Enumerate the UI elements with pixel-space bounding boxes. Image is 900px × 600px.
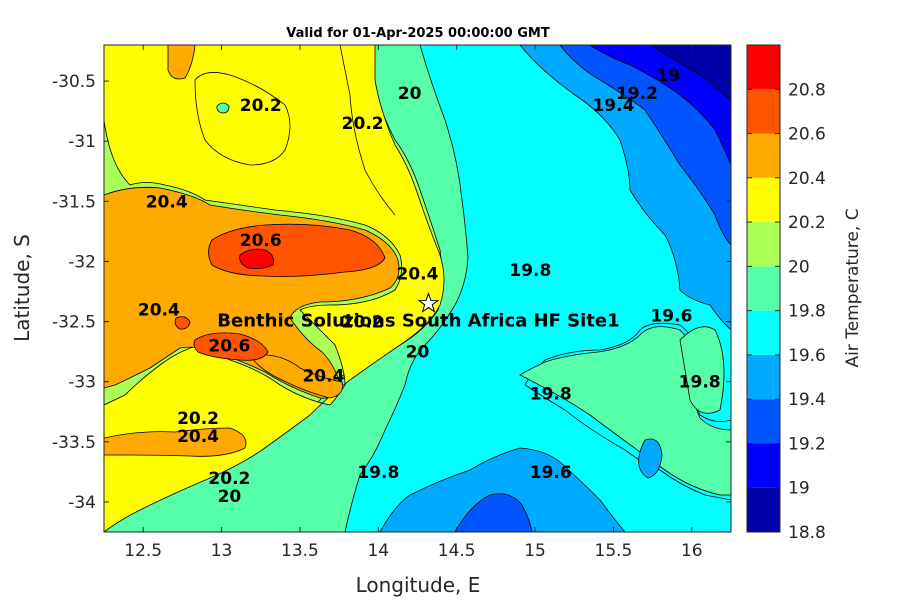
band-20.6-south	[193, 332, 269, 361]
colorbar-swatch	[747, 222, 780, 267]
band-19.0	[589, 45, 731, 166]
colorbar-ticks: 18.8 19 19.2 19.4 19.6 19.8 20 20.2 20.4 20.6 20.8	[747, 80, 826, 543]
contour-label: 19.6	[650, 307, 692, 327]
colorbar-frame	[746, 44, 781, 533]
colorbar-swatch	[747, 45, 780, 90]
band-20.8	[239, 248, 275, 269]
colorbar-swatch	[747, 133, 780, 178]
x-axis: 12.5 13 13.5 14 14.5 15 15.5 16	[124, 45, 703, 561]
colorbar-swatch	[747, 399, 780, 444]
colorbar-tick-label: 19.6	[788, 346, 826, 366]
contour-label: 20.2	[342, 313, 384, 333]
colorbar-swatch	[747, 310, 780, 355]
contour-label: 20.2	[240, 96, 282, 116]
y-tick-label: -31.5	[52, 192, 96, 212]
plot-frame	[103, 44, 732, 533]
contour-label: 19.6	[530, 463, 572, 483]
colorbar-tick-label: 19.8	[788, 302, 826, 322]
colorbar-swatch	[747, 177, 780, 223]
island-20.0-north	[216, 102, 230, 114]
contour-label: 19.8	[509, 261, 551, 281]
contour-label: 19.2	[616, 84, 658, 104]
x-tick-label: 13	[211, 541, 233, 561]
colorbar-tick-label: 20.8	[788, 80, 826, 100]
x-tick-label: 14.5	[438, 541, 476, 561]
y-tick-label: -32.5	[52, 313, 96, 333]
contour-label: 20	[406, 343, 430, 363]
contour-label: 20.6	[208, 337, 250, 357]
contour-label: 19.8	[357, 463, 399, 483]
chart-title: Valid for 01-Apr-2025 00:00:00 GMT	[286, 26, 550, 41]
colorbar-label: Air Temperature, C	[843, 208, 863, 367]
colorbar-swatch	[747, 89, 780, 134]
site-marker: Benthic Solutions South Africa HF Site1	[217, 292, 620, 332]
contour-label: 20.4	[397, 264, 439, 284]
band-20.2	[104, 45, 445, 532]
x-axis-label: Longitude, E	[356, 573, 481, 597]
contour-label: 20.2	[177, 409, 219, 429]
y-tick-label: -30.5	[52, 72, 96, 92]
contour-label: 19.4	[592, 96, 634, 116]
contour-label: 20.4	[146, 192, 188, 212]
colorbar-swatch	[747, 266, 780, 311]
band-19.2-south	[454, 493, 533, 532]
y-axis: -30.5 -31 -31.5 -32 -32.5 -33 -33.5 -34	[52, 72, 731, 513]
colorbar-tick-label: 20.4	[788, 169, 826, 189]
contour-label: 20	[398, 84, 422, 104]
island-20.4-southeast	[249, 354, 343, 399]
contour-20.2-north	[194, 72, 291, 166]
colorbar-swatch	[747, 487, 780, 532]
contour-label: 20.2	[342, 114, 384, 134]
island-19.8-east	[679, 326, 725, 414]
colorbar-tick-label: 18.8	[788, 523, 826, 543]
x-tick-label: 13.5	[281, 541, 319, 561]
colorbar-tick-label: 19.4	[788, 390, 826, 410]
x-tick-label: 15	[524, 541, 546, 561]
contour-label: 20.4	[177, 427, 219, 447]
colorbar-tick-label: 20.2	[788, 213, 826, 233]
x-tick-label: 14	[367, 541, 389, 561]
band-19.4-south	[379, 447, 626, 532]
contour-label: 20.2	[208, 469, 250, 489]
contour-20.0-mid	[339, 45, 396, 216]
contour-label: 20.4	[138, 301, 180, 321]
island-20.4-south	[104, 427, 247, 457]
plot-area	[104, 45, 731, 532]
x-tick-label: 15.5	[595, 541, 633, 561]
x-tick-label: 16	[681, 541, 703, 561]
island-20.4-west	[174, 316, 191, 330]
contour-label: 20.6	[240, 231, 282, 251]
colorbar-swatch	[747, 354, 780, 400]
x-tick-label: 12.5	[124, 541, 162, 561]
y-tick-label: -31	[68, 132, 96, 152]
y-tick-label: -32	[68, 252, 96, 272]
contour-label: 19	[656, 66, 680, 86]
colorbar-tick-label: 19.2	[788, 434, 826, 454]
colorbar-swatch	[747, 443, 780, 488]
colorbar	[747, 45, 780, 532]
contour-label: 20.4	[302, 367, 344, 387]
colorbar-tick-label: 19	[788, 479, 810, 499]
colorbar-tick-label: 20	[788, 257, 810, 277]
band-18.8	[649, 45, 731, 101]
star-icon	[417, 292, 440, 313]
y-tick-label: -34	[68, 493, 96, 513]
contour-label: 19.8	[530, 385, 572, 405]
y-tick-label: -33.5	[52, 433, 96, 453]
y-axis-label: Latitude, S	[10, 234, 34, 342]
island-19.4-east	[638, 438, 663, 479]
y-tick-label: -33	[68, 373, 96, 393]
contour-label: 19.8	[679, 373, 721, 393]
site-label: Benthic Solutions South Africa HF Site1	[217, 311, 619, 332]
colorbar-tick-label: 20.6	[788, 125, 826, 145]
contour-label: 20	[218, 487, 242, 507]
island-20.4-north	[167, 45, 196, 80]
